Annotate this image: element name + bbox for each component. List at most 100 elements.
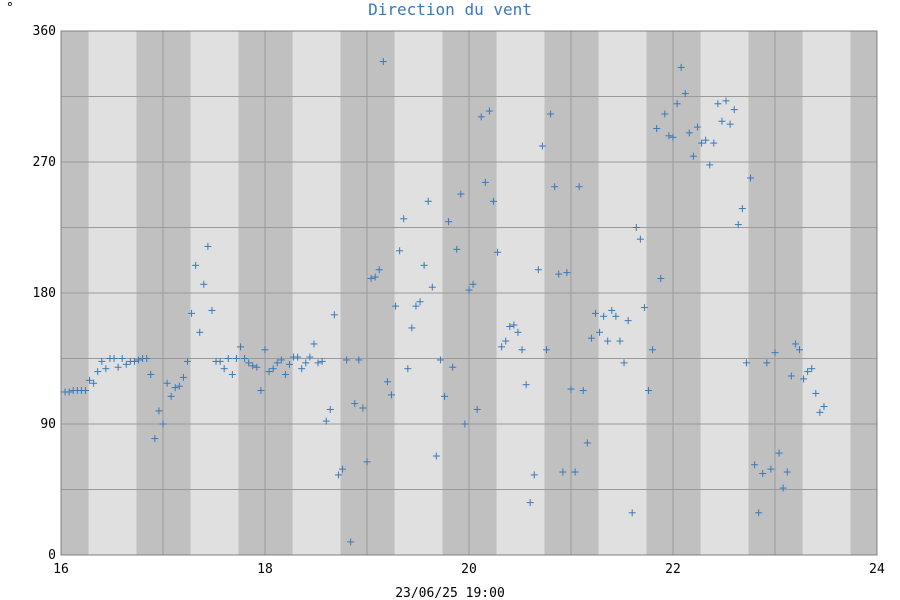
- data-point: [102, 365, 110, 373]
- data-point: [449, 363, 457, 371]
- data-point: [771, 349, 779, 357]
- data-point: [98, 357, 106, 365]
- data-point: [730, 106, 738, 114]
- data-point: [167, 392, 175, 400]
- data-point: [183, 357, 191, 365]
- data-point: [653, 125, 661, 133]
- data-point: [665, 132, 673, 140]
- data-point: [608, 306, 616, 314]
- data-point: [702, 136, 710, 144]
- data-point: [122, 360, 130, 368]
- data-point: [257, 387, 265, 395]
- data-point: [547, 110, 555, 118]
- data-point: [208, 306, 216, 314]
- x-tick-label: 24: [869, 562, 885, 577]
- data-point: [355, 356, 363, 364]
- data-point: [204, 242, 212, 250]
- data-point: [359, 404, 367, 412]
- data-point: [726, 120, 734, 128]
- data-point: [412, 302, 420, 310]
- data-point: [441, 392, 449, 400]
- data-point: [192, 261, 200, 269]
- data-point: [489, 197, 497, 205]
- data-point: [559, 468, 567, 476]
- data-point: [269, 365, 277, 373]
- data-point: [787, 372, 795, 380]
- data-point: [685, 129, 693, 137]
- data-point: [795, 346, 803, 354]
- data-point: [143, 355, 151, 362]
- data-point: [196, 328, 204, 336]
- data-point: [698, 139, 706, 147]
- data-point: [820, 403, 828, 411]
- data-point: [763, 359, 771, 367]
- x-tick-label: 20: [461, 562, 477, 577]
- data-point: [783, 468, 791, 476]
- data-point: [306, 353, 314, 361]
- data-point: [538, 142, 546, 150]
- data-point: [285, 360, 293, 368]
- data-point: [583, 439, 591, 447]
- data-point: [375, 266, 383, 274]
- data-point: [420, 261, 428, 269]
- y-tick-label: 270: [33, 155, 56, 170]
- data-point: [693, 123, 701, 131]
- data-point: [759, 469, 767, 477]
- data-point: [567, 385, 575, 393]
- data-point: [767, 465, 775, 473]
- data-point: [367, 274, 375, 282]
- data-point: [457, 190, 465, 198]
- data-point: [155, 407, 163, 415]
- data-point: [379, 58, 387, 66]
- data-point: [808, 365, 816, 373]
- data-point: [742, 359, 750, 367]
- data-point: [224, 355, 232, 362]
- data-point: [343, 356, 351, 364]
- data-point: [339, 465, 347, 473]
- data-point: [265, 368, 273, 376]
- data-point: [587, 334, 595, 342]
- data-point: [261, 346, 269, 354]
- data-point: [800, 375, 808, 383]
- data-point: [473, 405, 481, 413]
- data-point: [579, 387, 587, 395]
- y-tick-label: 90: [40, 417, 56, 432]
- x-axis: 16 18 20 22 24: [53, 562, 885, 577]
- data-point: [477, 113, 485, 121]
- data-point: [624, 317, 632, 325]
- data-point: [294, 353, 302, 361]
- data-point: [392, 302, 400, 310]
- data-point: [249, 362, 257, 370]
- data-point: [277, 356, 285, 364]
- data-point: [383, 378, 391, 386]
- data-point: [318, 357, 326, 365]
- data-point: [94, 368, 102, 376]
- data-point: [510, 321, 518, 329]
- data-point: [416, 298, 424, 306]
- x-tick-label: 16: [53, 562, 69, 577]
- data-point: [640, 304, 648, 312]
- data-point: [661, 110, 669, 118]
- data-point: [334, 471, 342, 479]
- data-point: [281, 371, 289, 379]
- data-point: [151, 435, 159, 443]
- data-point: [591, 309, 599, 317]
- data-point: [453, 245, 461, 253]
- data-point: [245, 359, 253, 367]
- data-point: [408, 324, 416, 332]
- data-point: [738, 205, 746, 213]
- data-point: [498, 343, 506, 351]
- data-point: [273, 359, 281, 367]
- data-point: [551, 183, 559, 191]
- data-point: [612, 312, 620, 320]
- data-point: [114, 363, 122, 371]
- data-point: [689, 152, 697, 160]
- data-point: [118, 355, 126, 362]
- data-point: [314, 359, 322, 367]
- data-point: [428, 283, 436, 291]
- data-point: [714, 100, 722, 108]
- data-point: [436, 356, 444, 364]
- data-point: [816, 408, 824, 416]
- data-point: [669, 133, 677, 141]
